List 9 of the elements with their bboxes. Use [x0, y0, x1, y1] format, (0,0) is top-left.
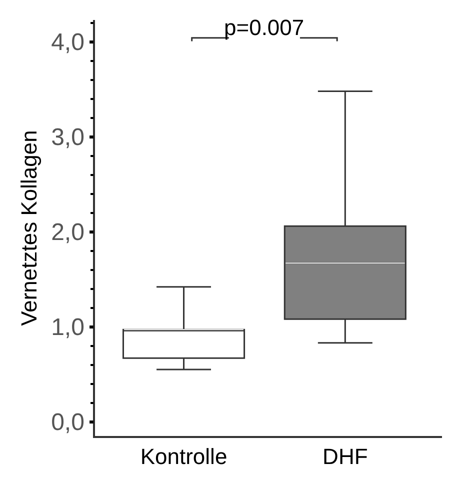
y-tick-label: 0,0	[51, 409, 84, 436]
y-tick-label: 3,0	[51, 124, 84, 152]
y-tick-label: 2,0	[51, 219, 84, 246]
annotation: p=0.007	[224, 15, 304, 40]
x-tick-label: DHF	[322, 444, 368, 470]
y-tick-label: 4,0	[51, 29, 84, 56]
x-tick-label: Kontrolle	[140, 444, 228, 470]
y-tick-label: 1,0	[51, 314, 84, 342]
y-axis-title: Vernetztes Kollagen	[16, 130, 42, 326]
